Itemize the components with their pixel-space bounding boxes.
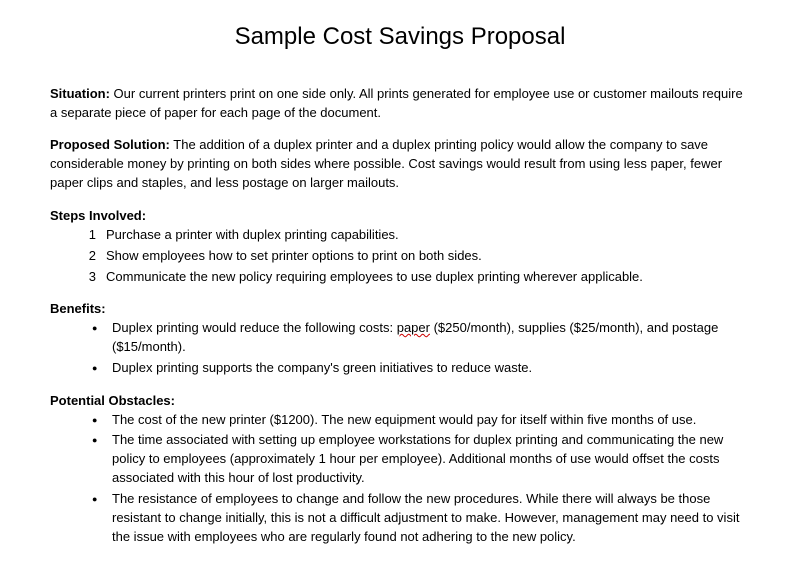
list-item: Duplex printing would reduce the followi… (96, 319, 750, 357)
list-item: Duplex printing supports the company's g… (96, 359, 750, 378)
obstacle-text: The time associated with setting up empl… (112, 432, 723, 485)
obstacles-label: Potential Obstacles: (50, 392, 750, 411)
proposed-label: Proposed Solution: (50, 137, 170, 152)
obstacles-section: Potential Obstacles: The cost of the new… (50, 392, 750, 547)
steps-label: Steps Involved: (50, 207, 750, 226)
spellcheck-word: paper (397, 320, 430, 335)
benefits-section: Benefits: Duplex printing would reduce t… (50, 300, 750, 377)
benefit-text: Duplex printing supports the company's g… (112, 360, 532, 375)
obstacle-text: The cost of the new printer ($1200). The… (112, 412, 696, 427)
benefit-text-pre: Duplex printing would reduce the followi… (112, 320, 397, 335)
benefits-label: Benefits: (50, 300, 750, 319)
situation-section: Situation: Our current printers print on… (50, 85, 750, 123)
list-item: The cost of the new printer ($1200). The… (96, 411, 750, 430)
step-text: Communicate the new policy requiring emp… (106, 269, 643, 284)
steps-list: 1Purchase a printer with duplex printing… (50, 226, 750, 287)
list-item: The time associated with setting up empl… (96, 431, 750, 488)
step-text: Purchase a printer with duplex printing … (106, 227, 399, 242)
benefits-list: Duplex printing would reduce the followi… (50, 319, 750, 378)
step-text: Show employees how to set printer option… (106, 248, 482, 263)
obstacle-text: The resistance of employees to change an… (112, 491, 739, 544)
situation-label: Situation: (50, 86, 110, 101)
obstacles-list: The cost of the new printer ($1200). The… (50, 411, 750, 547)
situation-text: Our current printers print on one side o… (50, 86, 743, 120)
proposed-solution-section: Proposed Solution: The addition of a dup… (50, 136, 750, 193)
document-title: Sample Cost Savings Proposal (50, 20, 750, 55)
steps-section: Steps Involved: 1Purchase a printer with… (50, 207, 750, 286)
list-item: 3Communicate the new policy requiring em… (82, 268, 750, 287)
list-item: 2Show employees how to set printer optio… (82, 247, 750, 266)
list-item: The resistance of employees to change an… (96, 490, 750, 547)
list-item: 1Purchase a printer with duplex printing… (82, 226, 750, 245)
